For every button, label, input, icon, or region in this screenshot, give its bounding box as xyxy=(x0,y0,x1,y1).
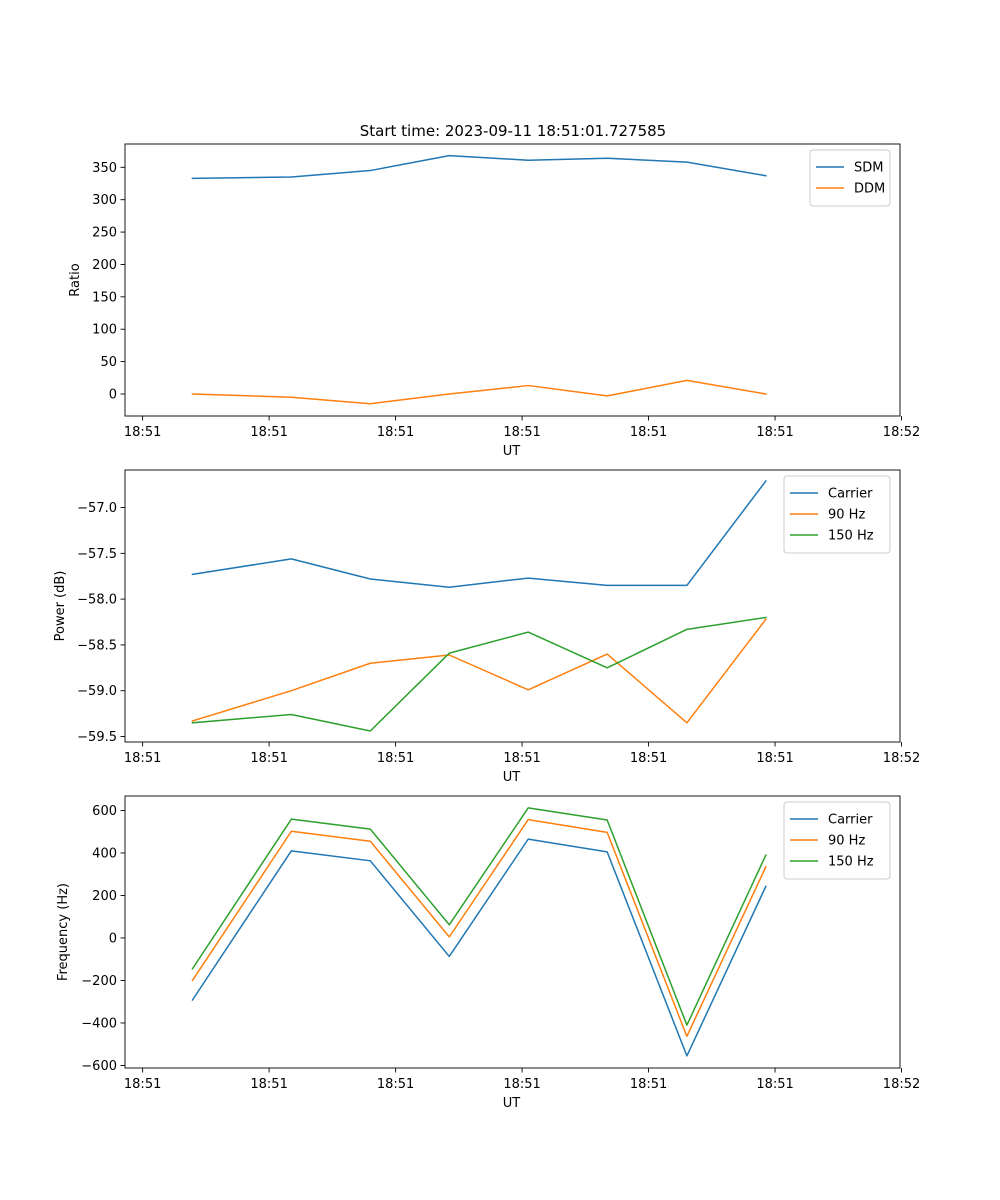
series-line-carrier xyxy=(191,838,767,1057)
y-tick-label: 300 xyxy=(92,193,117,208)
series-line-90-hz xyxy=(191,818,767,1038)
legend-box xyxy=(783,475,891,554)
x-tick-label: 18:51 xyxy=(630,1077,667,1092)
y-axis-label: Frequency (Hz) xyxy=(56,883,71,981)
legend: Carrier 90 Hz 150 Hz xyxy=(783,475,891,554)
legend-label: DDM xyxy=(854,182,885,197)
y-tick-label: 0 xyxy=(109,931,117,946)
legend-label: 150 Hz xyxy=(828,855,874,870)
x-tick-label: 18:51 xyxy=(124,1077,161,1092)
chart-title: Start time: 2023-09-11 18:51:01.727585 xyxy=(360,122,666,140)
x-tick-label: 18:51 xyxy=(630,425,667,440)
y-tick-label: 100 xyxy=(92,323,117,338)
y-tick-label: 50 xyxy=(100,355,117,370)
y-tick-label: −59.5 xyxy=(77,730,117,745)
legend-label: Carrier xyxy=(828,487,873,502)
legend-label: Carrier xyxy=(828,813,873,828)
legend-label: SDM xyxy=(854,161,883,176)
y-tick-label: 0 xyxy=(109,387,117,402)
legend-label: 90 Hz xyxy=(828,834,865,849)
y-axis-label: Power (dB) xyxy=(53,571,68,642)
y-tick-label: −600 xyxy=(81,1059,117,1074)
x-tick-label: 18:51 xyxy=(756,751,793,766)
axes-frame xyxy=(124,143,901,417)
legend-box xyxy=(783,801,891,880)
x-tick-label: 18:51 xyxy=(250,425,287,440)
y-tick-label: −59.0 xyxy=(77,684,117,699)
x-axis-label: UT xyxy=(503,1096,521,1111)
y-tick-label: 200 xyxy=(92,258,117,273)
y-tick-label: −57.0 xyxy=(77,501,117,516)
x-tick-label: 18:51 xyxy=(377,1077,414,1092)
x-tick-label: 18:51 xyxy=(503,425,540,440)
axes-frame xyxy=(124,795,901,1069)
axes-frame xyxy=(124,469,901,743)
y-tick-label: −400 xyxy=(81,1016,117,1031)
x-tick-label: 18:51 xyxy=(377,425,414,440)
x-tick-label: 18:51 xyxy=(630,751,667,766)
x-tick-label: 18:52 xyxy=(883,751,920,766)
y-tick-label: −200 xyxy=(81,974,117,989)
x-tick-label: 18:52 xyxy=(883,1077,920,1092)
x-tick-label: 18:51 xyxy=(250,751,287,766)
x-tick-label: 18:51 xyxy=(377,751,414,766)
legend-box xyxy=(809,149,891,207)
series-line-carrier xyxy=(191,479,767,588)
series-line-ddm xyxy=(191,379,767,405)
legend-label: 90 Hz xyxy=(828,508,865,523)
y-tick-label: 150 xyxy=(92,290,117,305)
y-tick-label: 350 xyxy=(92,161,117,176)
x-tick-label: 18:51 xyxy=(124,751,161,766)
x-axis-label: UT xyxy=(503,770,521,785)
x-tick-label: 18:51 xyxy=(756,425,793,440)
x-tick-label: 18:51 xyxy=(124,425,161,440)
y-tick-label: 250 xyxy=(92,226,117,241)
x-tick-label: 18:51 xyxy=(503,1077,540,1092)
panel-1: 18:51 18:51 18:51 18:51 18:51 18:51 18:52 0 50 10… xyxy=(68,143,920,459)
y-tick-label: −57.5 xyxy=(77,547,117,562)
panels: 18:51 18:51 18:51 18:51 18:51 18:51 18:52 0 50 10… xyxy=(53,143,920,1111)
x-tick-label: 18:51 xyxy=(503,751,540,766)
y-axis-label: Ratio xyxy=(68,263,83,296)
series-line-150-hz xyxy=(191,616,767,732)
x-tick-label: 18:52 xyxy=(883,425,920,440)
x-tick-label: 18:51 xyxy=(250,1077,287,1092)
y-tick-label: −58.0 xyxy=(77,593,117,608)
x-axis-label: UT xyxy=(503,444,521,459)
series-line-90-hz xyxy=(191,618,767,724)
panel-3: 18:51 18:51 18:51 18:51 18:51 18:51 18:52 −600 −… xyxy=(56,795,920,1111)
y-tick-label: 400 xyxy=(92,846,117,861)
legend-label: 150 Hz xyxy=(828,529,874,544)
legend: SDM DDM xyxy=(809,149,891,207)
y-tick-label: 200 xyxy=(92,889,117,904)
legend: Carrier 90 Hz 150 Hz xyxy=(783,801,891,880)
series-line-150-hz xyxy=(191,807,767,1026)
x-tick-label: 18:51 xyxy=(756,1077,793,1092)
series-line-sdm xyxy=(191,154,767,180)
y-tick-label: 600 xyxy=(92,804,117,819)
y-tick-label: −58.5 xyxy=(77,638,117,653)
panel-2: 18:51 18:51 18:51 18:51 18:51 18:51 18:52 −59.5… xyxy=(53,469,920,785)
